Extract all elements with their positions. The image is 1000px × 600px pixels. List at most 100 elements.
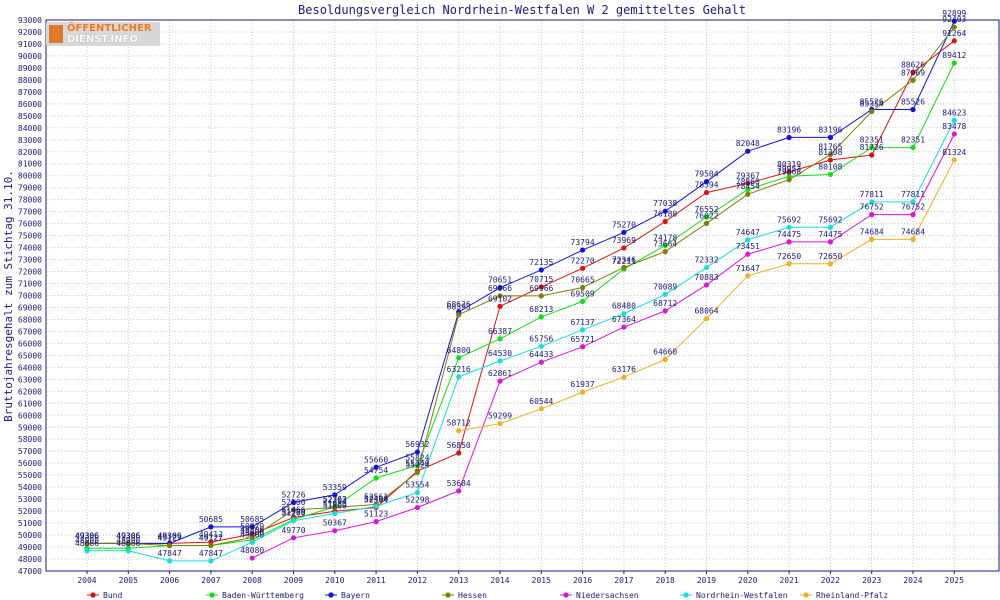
data-label-baden-w-rttemberg: 49127 xyxy=(158,534,182,543)
y-tick-label: 82000 xyxy=(18,148,42,157)
data-label-baden-w-rttemberg: 82351 xyxy=(860,136,884,145)
data-point-bayern xyxy=(290,499,297,506)
data-point-hessen xyxy=(208,542,214,549)
data-point-niedersachsen xyxy=(662,308,668,314)
axis-ticks: 47000 48000 49000 50000 51000 52000 53000 54000… xyxy=(18,16,964,585)
data-label-hessen: 81765 xyxy=(818,143,842,152)
y-tick-label: 52000 xyxy=(18,507,42,516)
data-point-bayern xyxy=(208,524,214,530)
y-tick-label: 70000 xyxy=(18,292,42,301)
data-point-hessen xyxy=(580,284,586,291)
data-label-baden-w-rttemberg: 82351 xyxy=(901,136,925,145)
data-point-nordrhein-westfalen xyxy=(869,199,875,205)
data-label-niedersachsen: 53684 xyxy=(447,479,471,488)
data-point-bund xyxy=(662,218,668,225)
data-label-hessen: 68393 xyxy=(447,303,471,312)
data-label-rheinland-pfalz: 59299 xyxy=(488,412,512,421)
data-label-bund: 88626 xyxy=(901,60,925,69)
data-point-bayern xyxy=(373,464,379,470)
data-label-hessen: 55224 xyxy=(405,460,429,469)
data-label-rheinland-pfalz: 74684 xyxy=(901,227,925,236)
data-point-hessen xyxy=(786,177,792,183)
y-tick-label: 92000 xyxy=(18,28,42,37)
data-label-nordrhein-westfalen: 65756 xyxy=(529,334,553,343)
data-point-bund xyxy=(538,284,544,290)
x-tick-label: 2009 xyxy=(284,576,303,585)
data-point-bund xyxy=(745,180,751,186)
data-label-hessen: 92403 xyxy=(942,15,966,24)
data-label-niedersachsen: 74475 xyxy=(818,230,842,239)
data-point-niedersachsen xyxy=(332,528,338,534)
data-label-nordrhein-westfalen: 74647 xyxy=(736,228,760,237)
data-point-nordrhein-westfalen xyxy=(290,518,297,524)
data-label-bund: 91264 xyxy=(942,29,966,38)
data-point-bund xyxy=(580,265,586,271)
legend-label-bayern: Bayern xyxy=(341,591,370,600)
data-point-baden-w-rttemberg xyxy=(827,171,834,178)
data-label-nordrhein-westfalen: 47847 xyxy=(199,549,223,558)
data-label-hessen: 72346 xyxy=(612,255,636,264)
data-point-niedersachsen xyxy=(456,488,462,494)
data-point-niedersachsen xyxy=(827,239,834,245)
y-tick-label: 57000 xyxy=(18,447,42,456)
data-label-bayern: 49306 xyxy=(116,531,140,540)
data-label-niedersachsen: 67364 xyxy=(612,315,636,324)
data-point-bayern xyxy=(414,449,420,455)
data-point-nordrhein-westfalen xyxy=(125,548,131,554)
data-label-bund: 49306 xyxy=(75,531,99,540)
data-label-rheinland-pfalz: 58712 xyxy=(447,419,471,428)
legend-marker-nordrhein-westfalen xyxy=(683,592,689,598)
x-tick-label: 2023 xyxy=(862,576,881,585)
data-point-nordrhein-westfalen xyxy=(538,343,544,349)
data-point-hessen xyxy=(249,534,255,541)
data-label-bayern: 85526 xyxy=(901,98,925,107)
data-label-rheinland-pfalz: 74684 xyxy=(860,227,884,236)
data-label-rheinland-pfalz: 72650 xyxy=(777,252,801,261)
y-tick-label: 62000 xyxy=(18,387,42,396)
data-point-hessen xyxy=(497,293,503,299)
data-label-hessen: 52303 xyxy=(323,495,347,504)
y-tick-label: 60000 xyxy=(18,411,42,420)
data-label-baden-w-rttemberg: 76552 xyxy=(694,205,718,214)
legend-label-nordrhein-westfalen: Nordrhein-Westfalen xyxy=(696,591,788,600)
data-point-niedersachsen xyxy=(249,555,255,561)
data-label-bayern: 52726 xyxy=(281,490,305,499)
data-labels: 49306 49306 49306 49412 50079 51466 51980 52304… xyxy=(75,9,967,558)
data-point-bayern xyxy=(662,208,668,214)
y-tick-label: 81000 xyxy=(18,160,42,169)
data-point-nordrhein-westfalen xyxy=(951,117,957,123)
data-point-bund xyxy=(497,303,503,309)
data-label-nordrhein-westfalen: 51800 xyxy=(323,502,347,511)
data-point-bayern xyxy=(910,106,916,113)
data-label-baden-w-rttemberg: 89412 xyxy=(942,51,966,60)
data-point-rheinland-pfalz xyxy=(580,389,586,395)
data-label-bund: 52304 xyxy=(364,495,388,504)
logo-line-1: ÖFFENTLICHER xyxy=(67,23,152,34)
data-label-hessen: 73664 xyxy=(653,240,677,249)
data-label-bund: 78594 xyxy=(694,181,718,190)
x-tick-label: 2005 xyxy=(119,576,138,585)
data-point-niedersachsen xyxy=(786,239,792,245)
data-point-niedersachsen xyxy=(745,251,751,257)
y-tick-label: 67000 xyxy=(18,327,42,336)
data-label-niedersachsen: 64433 xyxy=(529,350,553,359)
y-tick-label: 58000 xyxy=(18,435,42,444)
chart-title: Besoldungsvergleich Nordrhein-Westfalen … xyxy=(298,3,746,17)
data-label-nordrhein-westfalen: 48686 xyxy=(116,539,140,548)
data-label-nordrhein-westfalen: 47847 xyxy=(158,549,182,558)
data-point-baden-w-rttemberg xyxy=(745,186,751,192)
data-label-hessen: 49127 xyxy=(158,534,182,543)
data-point-baden-w-rttemberg xyxy=(869,144,875,151)
data-label-bayern: 83196 xyxy=(818,125,842,134)
data-label-nordrhein-westfalen: 75692 xyxy=(818,215,842,224)
x-tick-label: 2018 xyxy=(656,576,675,585)
data-label-nordrhein-westfalen: 52400 xyxy=(364,494,388,503)
y-tick-label: 63000 xyxy=(18,375,42,384)
y-tick-label: 80000 xyxy=(18,172,42,181)
data-label-hessen: 78454 xyxy=(736,182,760,191)
data-label-baden-w-rttemberg: 54754 xyxy=(364,466,388,475)
data-label-baden-w-rttemberg: 66387 xyxy=(488,327,512,336)
data-point-bayern xyxy=(786,134,792,141)
data-point-nordrhein-westfalen xyxy=(249,539,255,545)
data-point-bund xyxy=(910,69,916,75)
